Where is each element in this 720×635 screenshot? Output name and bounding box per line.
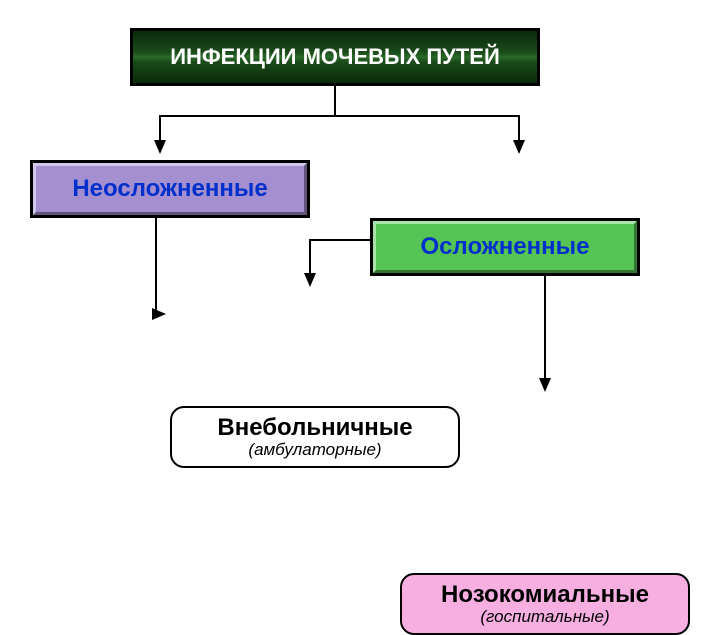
outpatient-box: Внебольничные (амбулаторные) [170, 406, 460, 468]
title-text: ИНФЕКЦИИ МОЧЕВЫХ ПУТЕЙ [170, 44, 500, 70]
right-label: Осложненные [421, 233, 590, 261]
outpatient-sublabel: (амбулаторные) [248, 440, 381, 460]
nosocomial-label: Нозокомиальные [441, 581, 649, 609]
left-label: Неосложненные [72, 175, 267, 203]
nosocomial-sublabel: (госпитальные) [480, 607, 609, 627]
left-box: Неосложненные [30, 160, 310, 218]
nosocomial-box: Нозокомиальные (госпитальные) [400, 573, 690, 635]
title-box: ИНФЕКЦИИ МОЧЕВЫХ ПУТЕЙ [130, 28, 540, 86]
outpatient-label: Внебольничные [217, 414, 412, 442]
right-box: Осложненные [370, 218, 640, 276]
